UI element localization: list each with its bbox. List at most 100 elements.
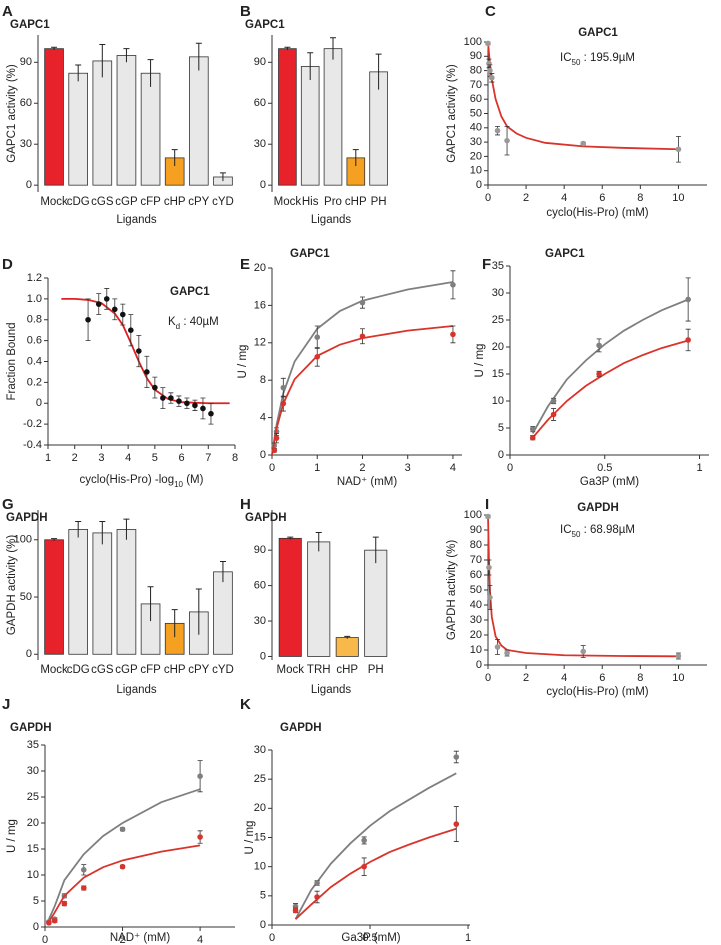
- y-tick-label: 40: [470, 122, 482, 134]
- y-tick-label: 30: [470, 136, 482, 148]
- annotation-part: : 40µM: [180, 316, 219, 328]
- y-axis-label: Fraction Bound: [6, 323, 18, 401]
- x-axis-label: cyclo(His-Pro) (mM): [546, 207, 648, 219]
- error-bar: [195, 42, 202, 71]
- fit-curve: [532, 339, 689, 439]
- point: [486, 60, 492, 67]
- error-bar: [147, 586, 154, 622]
- point: [197, 773, 203, 779]
- point: [675, 146, 682, 153]
- x-tick-label: 2: [523, 192, 529, 204]
- point: [292, 907, 299, 914]
- y-tick-label: 35: [27, 739, 39, 751]
- point: [504, 650, 510, 656]
- chart-title: GAPC1: [245, 19, 285, 31]
- x-axis-label-part: cyclo(His-Pro) -log: [80, 474, 175, 486]
- point: [184, 400, 190, 407]
- annotation: IC50 : 68.98µM: [560, 524, 635, 539]
- x-tick-label: 2: [72, 452, 78, 464]
- chart-title: GAPDH: [280, 722, 322, 734]
- point: [489, 74, 495, 81]
- error-bar: [147, 59, 154, 87]
- x-tick-label: 8: [637, 672, 643, 684]
- y-tick-label: 20: [254, 262, 266, 274]
- panel-letter: D: [2, 256, 13, 273]
- point: [453, 821, 460, 827]
- point: [361, 863, 367, 870]
- x-tick-label: cGS: [91, 664, 114, 676]
- chart-title: GAPDH: [245, 512, 287, 524]
- x-tick-label: cHP: [345, 196, 367, 208]
- error-bar: [171, 609, 178, 638]
- y-tick-label: 0: [260, 650, 266, 662]
- y-tick-label: 10: [492, 395, 504, 407]
- x-tick-label: 7: [205, 452, 211, 464]
- point: [685, 337, 691, 343]
- x-tick-label: Mock: [40, 664, 68, 676]
- fit-curve: [48, 788, 201, 920]
- point: [95, 301, 102, 307]
- point: [197, 834, 203, 840]
- error-bar: [171, 149, 178, 167]
- point: [450, 282, 456, 288]
- point: [51, 917, 58, 924]
- chart-title: GAPDH: [577, 502, 619, 514]
- y-tick-label: 10: [470, 644, 482, 656]
- y-tick-label: -0.4: [23, 439, 42, 451]
- y-tick-label: 1.2: [27, 272, 42, 284]
- point: [494, 127, 501, 134]
- y-tick-label: 60: [470, 569, 482, 581]
- x-tick-label: 4: [450, 462, 456, 474]
- bar: [278, 48, 297, 186]
- y-tick-label: 60: [470, 93, 482, 105]
- point: [85, 316, 91, 323]
- point: [144, 369, 150, 375]
- x-tick-label: 0: [269, 462, 275, 474]
- x-tick-label: 5: [152, 452, 158, 464]
- y-tick-label: 30: [27, 765, 39, 777]
- x-tick-label: 1: [696, 462, 702, 474]
- error-bar: [330, 37, 336, 60]
- x-tick-label: cPY: [188, 196, 209, 208]
- error-bar: [344, 635, 351, 639]
- y-tick-label: 90: [470, 50, 482, 62]
- point: [550, 411, 557, 418]
- fit-curve: [531, 298, 689, 434]
- y-axis-label: GAPC1 activity (%): [446, 64, 458, 163]
- error-bar: [99, 520, 106, 545]
- point: [675, 653, 682, 659]
- error-bar: [123, 518, 130, 540]
- point: [596, 342, 602, 349]
- fit-curve: [271, 325, 454, 456]
- y-tick-label: 25: [492, 314, 504, 326]
- bar: [116, 529, 137, 655]
- fit-curve: [294, 827, 457, 920]
- y-tick-label: 60: [254, 579, 266, 591]
- y-tick-label: 12: [254, 337, 266, 349]
- x-tick-label: 2: [523, 672, 529, 684]
- panel-letter: H: [240, 496, 251, 513]
- x-tick-label: cGP: [115, 196, 138, 208]
- point: [119, 863, 126, 870]
- x-tick-label: 6: [599, 192, 605, 204]
- panel-letter: G: [2, 496, 14, 513]
- y-tick-label: 0: [36, 397, 42, 409]
- x-axis-label: Ligands: [311, 214, 352, 226]
- y-axis-label: U / mg: [474, 344, 486, 378]
- error-bar: [75, 520, 82, 538]
- bar: [364, 549, 388, 657]
- point: [280, 400, 287, 407]
- chart-title: GAPC1: [290, 248, 330, 260]
- bar: [92, 532, 113, 655]
- y-tick-label: 5: [498, 422, 504, 434]
- chart-title: GAPC1: [170, 286, 210, 298]
- point: [160, 395, 166, 401]
- chart-title: GAPC1: [10, 19, 50, 31]
- x-axis-label: cyclo(His-Pro) (mM): [546, 686, 648, 698]
- y-tick-label: 10: [27, 869, 39, 881]
- x-tick-label: cHP: [164, 664, 186, 676]
- y-tick-label: 30: [492, 287, 504, 299]
- y-tick-label: 100: [14, 534, 32, 546]
- point: [271, 447, 278, 454]
- annotation: Kd : 40µM: [168, 316, 219, 331]
